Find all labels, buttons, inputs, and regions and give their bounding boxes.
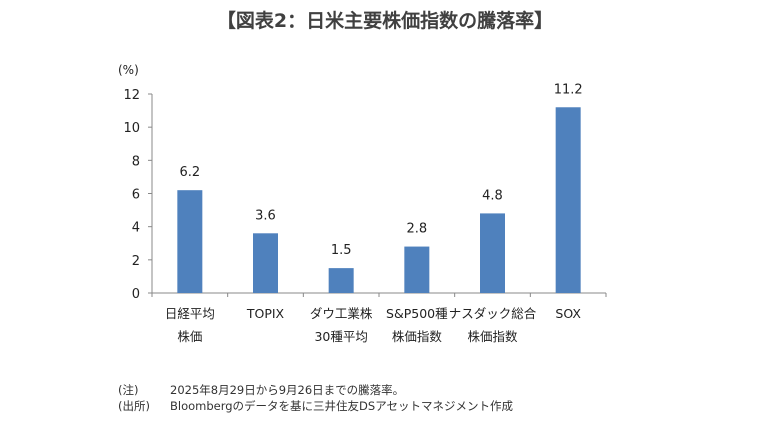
y-tick-label: 4 bbox=[132, 221, 140, 236]
source-row: (出所) Bloombergのデータを基に三井住友DSアセットマネジメント作成 bbox=[118, 398, 513, 414]
data-label: 11.2 bbox=[554, 82, 583, 97]
note-row: (注) 2025年8月29日から9月26日までの騰落率。 bbox=[118, 382, 404, 398]
x-tick-label: TOPIX bbox=[246, 306, 285, 321]
y-axis-label: (%) bbox=[118, 63, 139, 77]
source-text: Bloombergのデータを基に三井住友DSアセットマネジメント作成 bbox=[170, 399, 513, 413]
note-label: (注) bbox=[118, 383, 139, 397]
chart-title: 【図表2：日米主要株価指数の騰落率】 bbox=[216, 10, 554, 32]
x-tick-label: 株価指数 bbox=[392, 329, 443, 344]
y-tick-label: 6 bbox=[132, 188, 140, 203]
y-tick-label: 10 bbox=[123, 121, 140, 136]
x-tick-label: ダウ工業株 bbox=[310, 306, 373, 321]
x-tick-label: 日経平均 bbox=[165, 306, 215, 321]
data-label: 2.8 bbox=[406, 222, 427, 237]
y-tick-label: 12 bbox=[123, 88, 140, 103]
x-tick-label: 30種平均 bbox=[314, 329, 367, 344]
x-tick-label: S&P500種 bbox=[386, 306, 448, 321]
data-label: 4.8 bbox=[482, 188, 503, 203]
note-text: 2025年8月29日から9月26日までの騰落率。 bbox=[170, 383, 405, 397]
bar bbox=[328, 268, 354, 293]
bar bbox=[404, 246, 430, 293]
bar bbox=[253, 233, 278, 293]
data-label: 1.5 bbox=[331, 243, 352, 258]
x-tick-label: 株価 bbox=[177, 329, 202, 344]
data-label: 3.6 bbox=[255, 208, 276, 223]
x-tick-label: ナスダック総合 bbox=[449, 306, 537, 321]
source-label: (出所) bbox=[118, 399, 150, 413]
y-tick-label: 0 bbox=[132, 287, 140, 302]
x-tick-label: SOX bbox=[555, 306, 581, 321]
data-label: 6.2 bbox=[179, 165, 200, 180]
bar bbox=[555, 107, 581, 294]
x-tick-label: 株価指数 bbox=[467, 329, 518, 344]
y-tick-label: 2 bbox=[132, 254, 140, 269]
y-tick-label: 8 bbox=[132, 154, 140, 169]
bar bbox=[177, 190, 203, 293]
bar bbox=[480, 213, 505, 293]
